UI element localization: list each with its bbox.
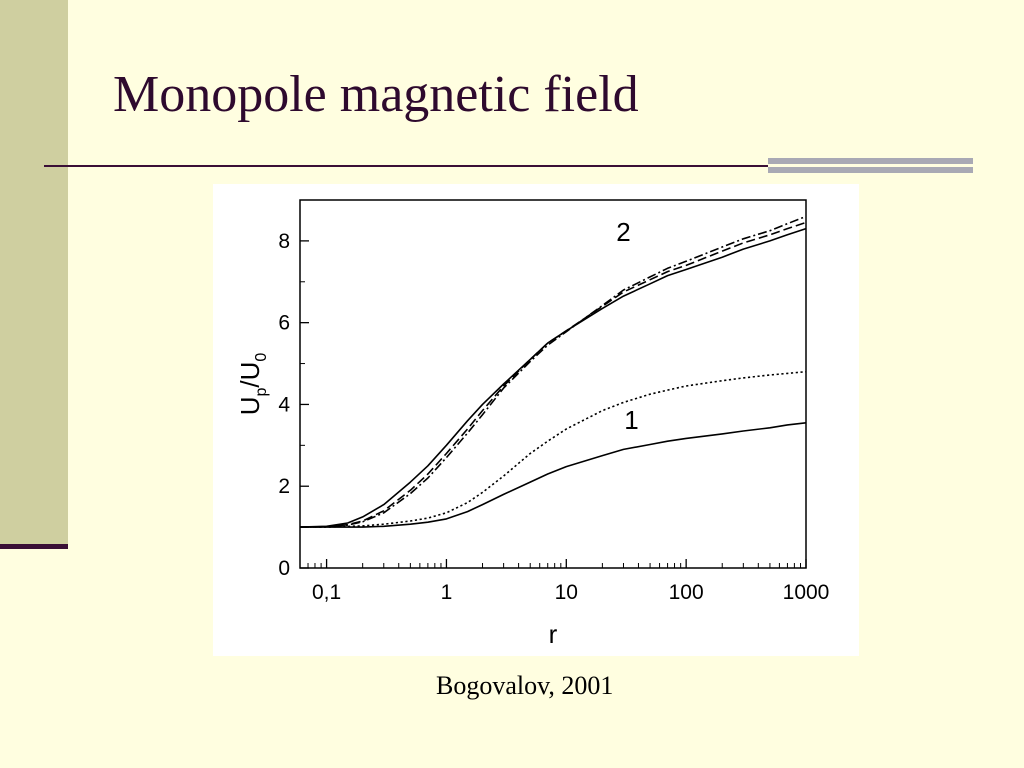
plot-frame: [299, 199, 807, 569]
title-divider: [44, 165, 770, 167]
curve-annotation-1: 1: [624, 405, 638, 435]
x-axis-label: r: [549, 619, 558, 649]
y-tick-label: 8: [278, 230, 290, 253]
y-tick-label: 2: [278, 475, 290, 498]
y-label-base: U: [235, 397, 265, 416]
y-label-sub2: 0: [253, 353, 270, 362]
series-line-2-dotted: [300, 370, 807, 528]
y-label-sub1: p: [253, 388, 270, 397]
series-layer: [299, 215, 807, 528]
x-tick-label: 100: [669, 581, 704, 604]
x-tick-label: 1: [441, 581, 453, 604]
series-line-5-dashdot: [299, 215, 807, 528]
divider-accent-bars: [768, 158, 973, 178]
series-line-4-dashed: [299, 221, 807, 528]
x-tick-label: 10: [555, 581, 578, 604]
chart-panel: 0,1 1 10 100 1000 0 2 4 6 8 2 1 Up/U0 r: [213, 184, 859, 656]
source-caption: Bogovalov, 2001: [436, 671, 614, 700]
left-sidebar-band: [0, 0, 68, 545]
series-line-1-solid: [300, 422, 807, 528]
x-tick-label: 1000: [783, 581, 830, 604]
slide-title: Monopole magnetic field: [113, 66, 639, 123]
y-tick-label: 0: [278, 557, 290, 580]
y-tick-label: 4: [278, 393, 290, 416]
y-tick-label: 6: [278, 312, 290, 335]
y-axis-label: Up/U0: [235, 353, 270, 416]
sidebar-accent-line: [0, 544, 68, 549]
series-line-3-solid: [299, 227, 807, 528]
y-label-sep: /U: [235, 362, 265, 388]
ticks-layer: [300, 240, 807, 569]
curve-annotation-2: 2: [616, 217, 630, 247]
labels-layer: 0,1 1 10 100 1000 0 2 4 6 8 2 1: [278, 217, 829, 604]
x-tick-label: 0,1: [312, 581, 341, 604]
